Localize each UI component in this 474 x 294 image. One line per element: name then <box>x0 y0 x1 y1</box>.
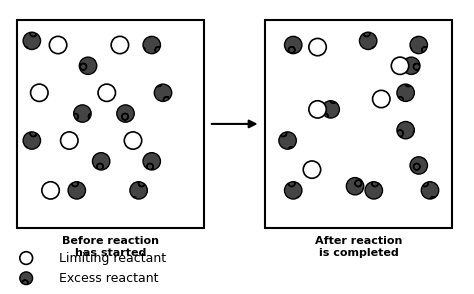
Ellipse shape <box>92 153 110 170</box>
Ellipse shape <box>309 39 326 56</box>
Text: After reaction
is completed: After reaction is completed <box>315 236 402 258</box>
Ellipse shape <box>49 36 67 54</box>
Ellipse shape <box>23 32 41 49</box>
Ellipse shape <box>359 32 377 49</box>
Ellipse shape <box>322 101 339 118</box>
Ellipse shape <box>130 182 147 199</box>
Text: Excess reactant: Excess reactant <box>59 272 158 285</box>
Ellipse shape <box>397 121 414 139</box>
Text: Limiting reactant: Limiting reactant <box>59 252 166 265</box>
Ellipse shape <box>279 132 296 149</box>
Ellipse shape <box>23 132 41 149</box>
Ellipse shape <box>143 36 161 54</box>
Ellipse shape <box>402 57 420 74</box>
Ellipse shape <box>303 161 321 178</box>
Ellipse shape <box>111 36 128 54</box>
Ellipse shape <box>117 105 134 122</box>
Ellipse shape <box>68 182 85 199</box>
Bar <box>265 20 453 228</box>
Ellipse shape <box>31 84 48 101</box>
Ellipse shape <box>373 90 390 108</box>
Ellipse shape <box>284 36 302 54</box>
Ellipse shape <box>154 84 172 101</box>
Ellipse shape <box>143 153 161 170</box>
Ellipse shape <box>73 105 91 122</box>
Ellipse shape <box>421 182 439 199</box>
Ellipse shape <box>346 178 364 195</box>
Ellipse shape <box>309 101 326 118</box>
Ellipse shape <box>61 132 78 149</box>
Ellipse shape <box>20 252 33 264</box>
Ellipse shape <box>98 84 116 101</box>
Ellipse shape <box>410 36 428 54</box>
Ellipse shape <box>42 182 59 199</box>
Ellipse shape <box>397 84 414 101</box>
Ellipse shape <box>124 132 142 149</box>
Ellipse shape <box>79 57 97 74</box>
Text: Before reaction
has started: Before reaction has started <box>62 236 159 258</box>
Ellipse shape <box>410 157 428 174</box>
Ellipse shape <box>284 182 302 199</box>
Ellipse shape <box>20 272 33 285</box>
Bar <box>17 20 204 228</box>
Ellipse shape <box>392 57 409 74</box>
Ellipse shape <box>365 182 383 199</box>
